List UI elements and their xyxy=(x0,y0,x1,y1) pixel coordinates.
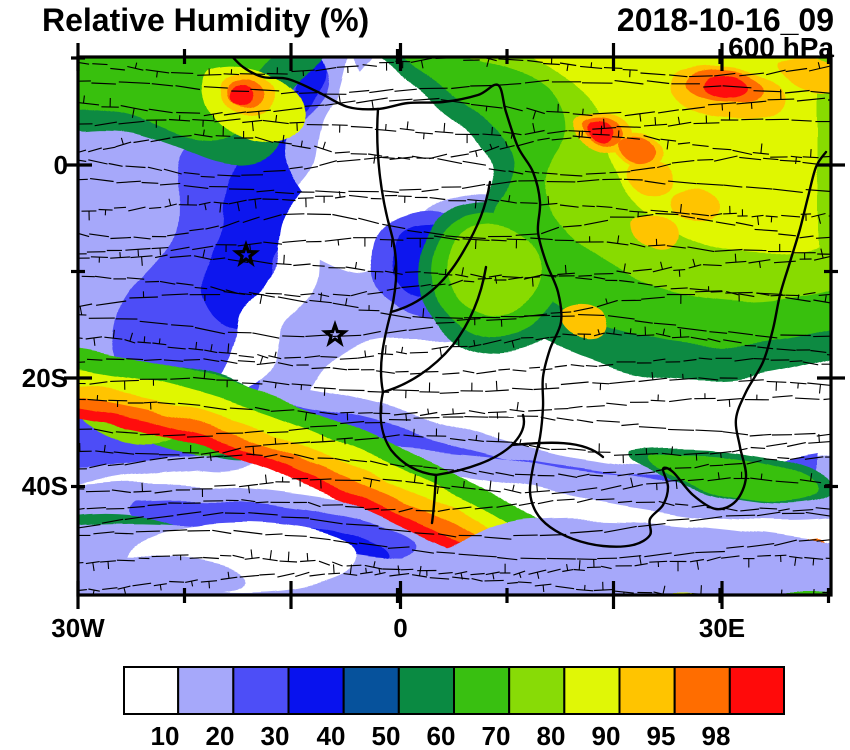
svg-text:30W: 30W xyxy=(51,613,105,643)
svg-text:20S: 20S xyxy=(22,363,68,393)
svg-text:40S: 40S xyxy=(22,471,68,501)
svg-text:0: 0 xyxy=(393,613,407,643)
svg-text:30E: 30E xyxy=(699,613,745,643)
svg-text:0: 0 xyxy=(54,150,68,180)
